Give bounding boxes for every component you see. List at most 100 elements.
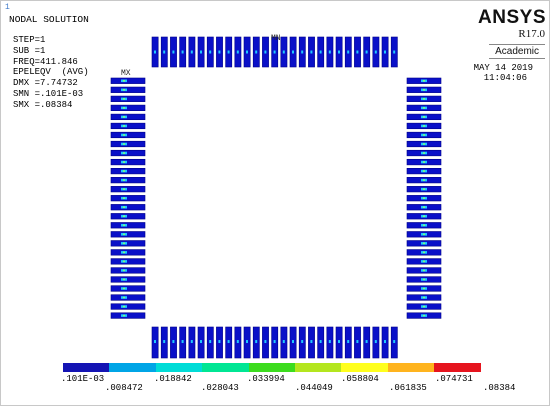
pin-hotspot [163,50,166,54]
pin-hotspot-core [423,197,425,199]
pin-hotspot [209,340,212,344]
pin-hotspot-core [423,170,425,172]
pin-hotspot-core [423,143,425,145]
legend-band [155,363,203,372]
pin-hotspot-core [423,233,425,236]
pin-hotspot [282,50,285,54]
pin-hotspot-core [423,242,425,245]
legend-label-2: .018842 [154,374,192,384]
pin-hotspot [154,340,156,344]
pin-hotspot [374,50,377,54]
pin-hotspot [301,340,304,344]
pin-hotspot-core [423,251,425,254]
pin [110,276,146,283]
pin-hotspot [200,340,202,344]
pin-hotspot-core [123,233,125,236]
top-pin-row [151,36,398,68]
pin-hotspot [328,340,331,344]
pin-hotspot [393,340,396,344]
pin-hotspot [347,340,350,344]
pin-hotspot-core [123,197,125,199]
pin [110,240,146,247]
pin [110,177,146,184]
pin-hotspot-core [123,107,125,109]
pin-hotspot-core [123,278,125,281]
pin-hotspot-core [123,116,125,118]
pin-hotspot [282,340,285,344]
pin-hotspot-core [423,80,425,82]
max-marker: MX [121,69,131,78]
result-item-line: EPELEQV (AVG) [13,67,89,78]
pin-hotspot-core [123,152,125,154]
legend-band [109,363,157,372]
edition-label: Academic [489,44,545,59]
pin-hotspot [246,50,248,54]
legend-label-0: .101E-03 [61,374,105,384]
pin-hotspot-core [123,89,125,91]
step-line: STEP=1 [13,35,46,45]
pin-hotspot [292,50,294,54]
pin [110,158,146,166]
pin-hotspot [236,340,239,344]
pin-hotspot [172,50,175,54]
legend-band [248,363,296,372]
pin-hotspot [154,50,156,54]
pin-hotspot [264,340,267,344]
pin [110,122,146,130]
pin-hotspot [246,340,248,344]
pin-hotspot-core [123,134,125,136]
pin-hotspot [255,50,258,54]
pin-hotspot [365,50,368,54]
legend-band [63,363,110,372]
pin-hotspot-core [423,152,425,154]
pin-hotspot-core [123,80,125,82]
pin-hotspot [347,50,350,54]
pin-hotspot-core [123,215,125,218]
pin-hotspot [393,50,396,54]
legend-label-3: .028043 [201,383,239,393]
pin-hotspot [356,50,359,54]
pin [110,312,146,319]
pin [110,104,146,111]
legend-band [434,363,482,372]
pin-hotspot [218,50,221,54]
pin-hotspot-core [123,269,125,272]
substep-line: SUB =1 [13,45,46,56]
legend-label-7: .061835 [389,383,427,393]
pin [110,86,146,93]
pin-hotspot [384,50,386,54]
date-label: MAY 14 2019 [473,63,533,73]
pin-hotspot-core [423,116,425,118]
pin [110,204,146,211]
pin [110,95,146,102]
pin-hotspot-core [123,161,125,163]
pin [110,294,146,301]
pin-hotspot-core [423,305,425,308]
solution-title: NODAL SOLUTION [9,14,89,25]
pin [110,149,146,157]
pin-hotspot-core [423,107,425,109]
legend-band [295,363,342,372]
pin-hotspot-core [423,260,425,263]
pin-hotspot [338,50,340,54]
frequency-line: FREQ=411.846 [13,56,78,67]
pin-hotspot [319,50,322,54]
pin-hotspot-core [123,170,125,172]
pin-hotspot [292,340,294,344]
pin-hotspot-core [423,134,425,136]
pin-hotspot-core [123,206,125,209]
pin [110,267,146,274]
pin-hotspot [227,50,230,54]
pin-hotspot [338,340,340,344]
legend-label-5: .044049 [295,383,333,393]
pin-hotspot [301,50,304,54]
legend-label-8: .074731 [435,374,473,384]
smx-line: SMX =.08384 [13,99,73,110]
pin [110,249,146,256]
pin [110,113,146,121]
pin-hotspot-core [423,179,425,181]
pin [110,303,146,310]
pin-hotspot-core [123,125,125,127]
ansys-logo: ANSYS [478,7,546,28]
